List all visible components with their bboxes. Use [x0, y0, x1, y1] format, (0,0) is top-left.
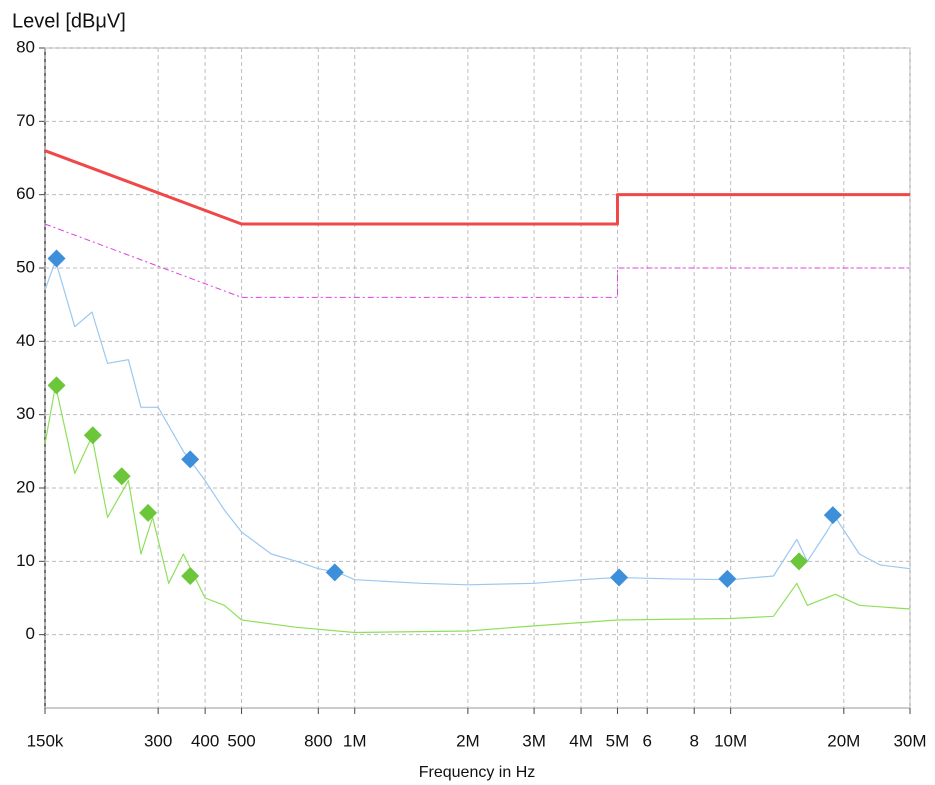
marker	[139, 503, 158, 522]
marker	[610, 568, 629, 587]
x-tick-label: 4M	[569, 731, 593, 750]
trace	[44, 260, 911, 586]
marker	[47, 249, 66, 268]
y-tick-label: 30	[16, 404, 35, 423]
marker	[83, 426, 102, 445]
y-tick-label: 40	[16, 331, 35, 350]
marker	[325, 563, 344, 582]
x-tick-label: 3M	[522, 731, 546, 750]
x-tick-label: 400	[191, 731, 219, 750]
trace	[44, 223, 910, 298]
marker	[47, 376, 66, 395]
marker	[718, 569, 737, 588]
y-tick-label: 60	[16, 184, 35, 203]
y-tick-label: 50	[16, 257, 35, 276]
marker	[789, 552, 808, 571]
chart-title: Level [dBμV]	[12, 10, 126, 32]
marker	[181, 450, 200, 469]
plot-frame	[44, 47, 911, 709]
x-tick-label: 30M	[893, 731, 926, 750]
trace	[44, 149, 910, 226]
y-tick-label: 10	[16, 551, 35, 570]
x-tick-label: 5M	[606, 731, 630, 750]
y-tick-label: 80	[16, 37, 35, 56]
trace	[44, 384, 911, 634]
x-tick-label: 500	[227, 731, 255, 750]
y-tick-label: 0	[26, 624, 35, 643]
marker	[112, 467, 131, 486]
marker	[181, 567, 200, 585]
y-tick-label: 70	[16, 111, 35, 130]
x-tick-label: 6	[643, 731, 652, 750]
marker	[823, 506, 842, 525]
y-tick-label: 20	[16, 477, 35, 496]
x-tick-label: 20M	[827, 731, 860, 750]
x-tick-label: 8	[689, 731, 698, 750]
x-tick-label: 2M	[456, 731, 480, 750]
x-axis-label: Frequency in Hz	[419, 764, 536, 781]
x-tick-label: 300	[144, 731, 172, 750]
x-tick-label: 10M	[714, 731, 747, 750]
x-tick-label: 150k	[27, 731, 64, 750]
x-tick-label: 800	[304, 731, 332, 750]
x-tick-label: 1M	[343, 731, 367, 750]
